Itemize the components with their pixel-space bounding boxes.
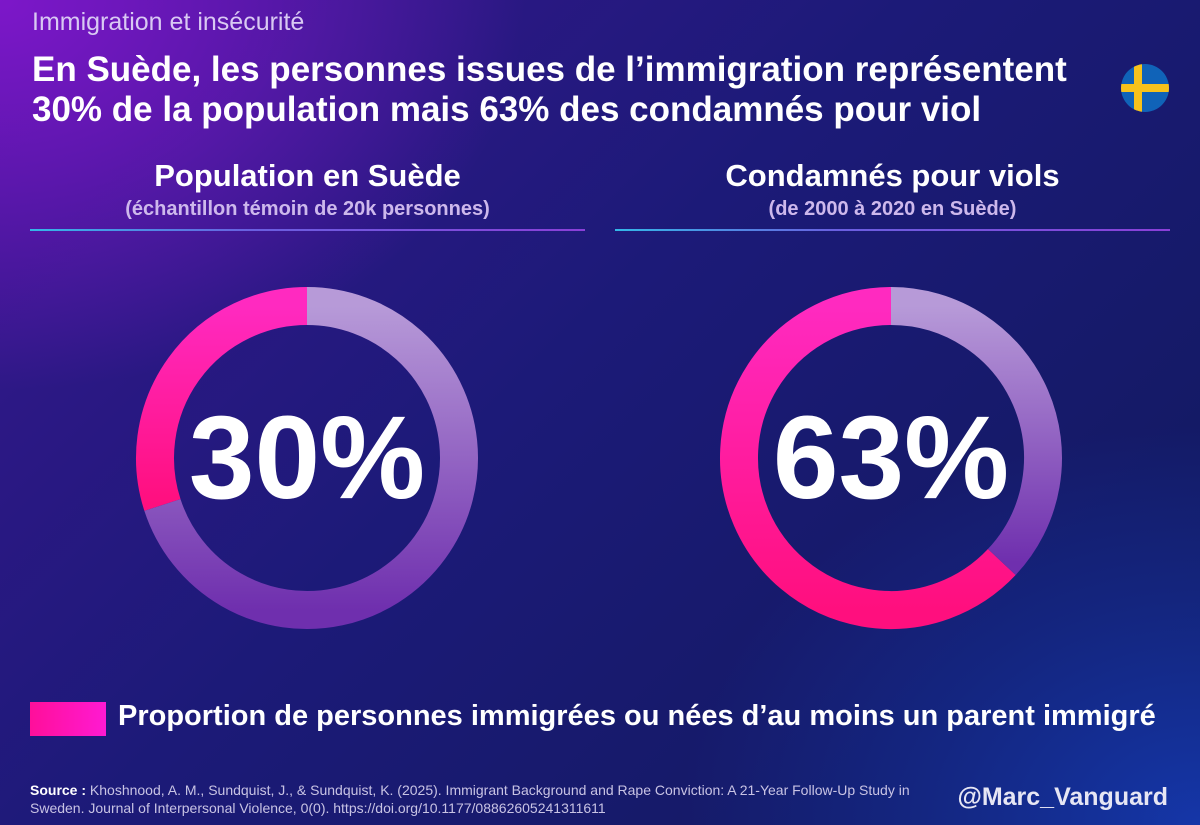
slice-remainder [890,287,1062,576]
donut-center-value: 63% [773,392,1009,524]
kicker-label: Immigration et insécurité [32,8,305,36]
legend-label: Proportion de personnes immigrées ou née… [118,700,1156,732]
page-title: En Suède, les personnes issues de l’immi… [32,50,1067,129]
donut-center-value: 30% [189,392,425,524]
source-text: Khoshnood, A. M., Sundquist, J., & Sundq… [30,782,910,816]
donut-chart-convicted: 63% [720,287,1062,629]
slice-immigrant-background [720,287,1016,629]
source-label: Source : [30,782,87,798]
chart-1-subtitle: (échantillon témoin de 20k personnes) [125,198,490,220]
legend-swatch [30,702,106,736]
chart-1-divider [30,229,585,231]
chart-2-subtitle: (de 2000 à 2020 en Suède) [768,198,1017,220]
chart-1-title: Population en Suède [154,158,461,193]
slice-remainder [144,287,478,629]
slice-immigrant-background [136,287,308,511]
chart-2-title: Condamnés pour viols [725,158,1060,193]
donut-chart-population: 30% [136,287,478,629]
author-handle: @Marc_Vanguard [957,783,1168,811]
sweden-flag-icon [1121,64,1169,112]
chart-2-divider [615,229,1170,231]
source-citation: Source : Khoshnood, A. M., Sundquist, J.… [30,781,920,817]
